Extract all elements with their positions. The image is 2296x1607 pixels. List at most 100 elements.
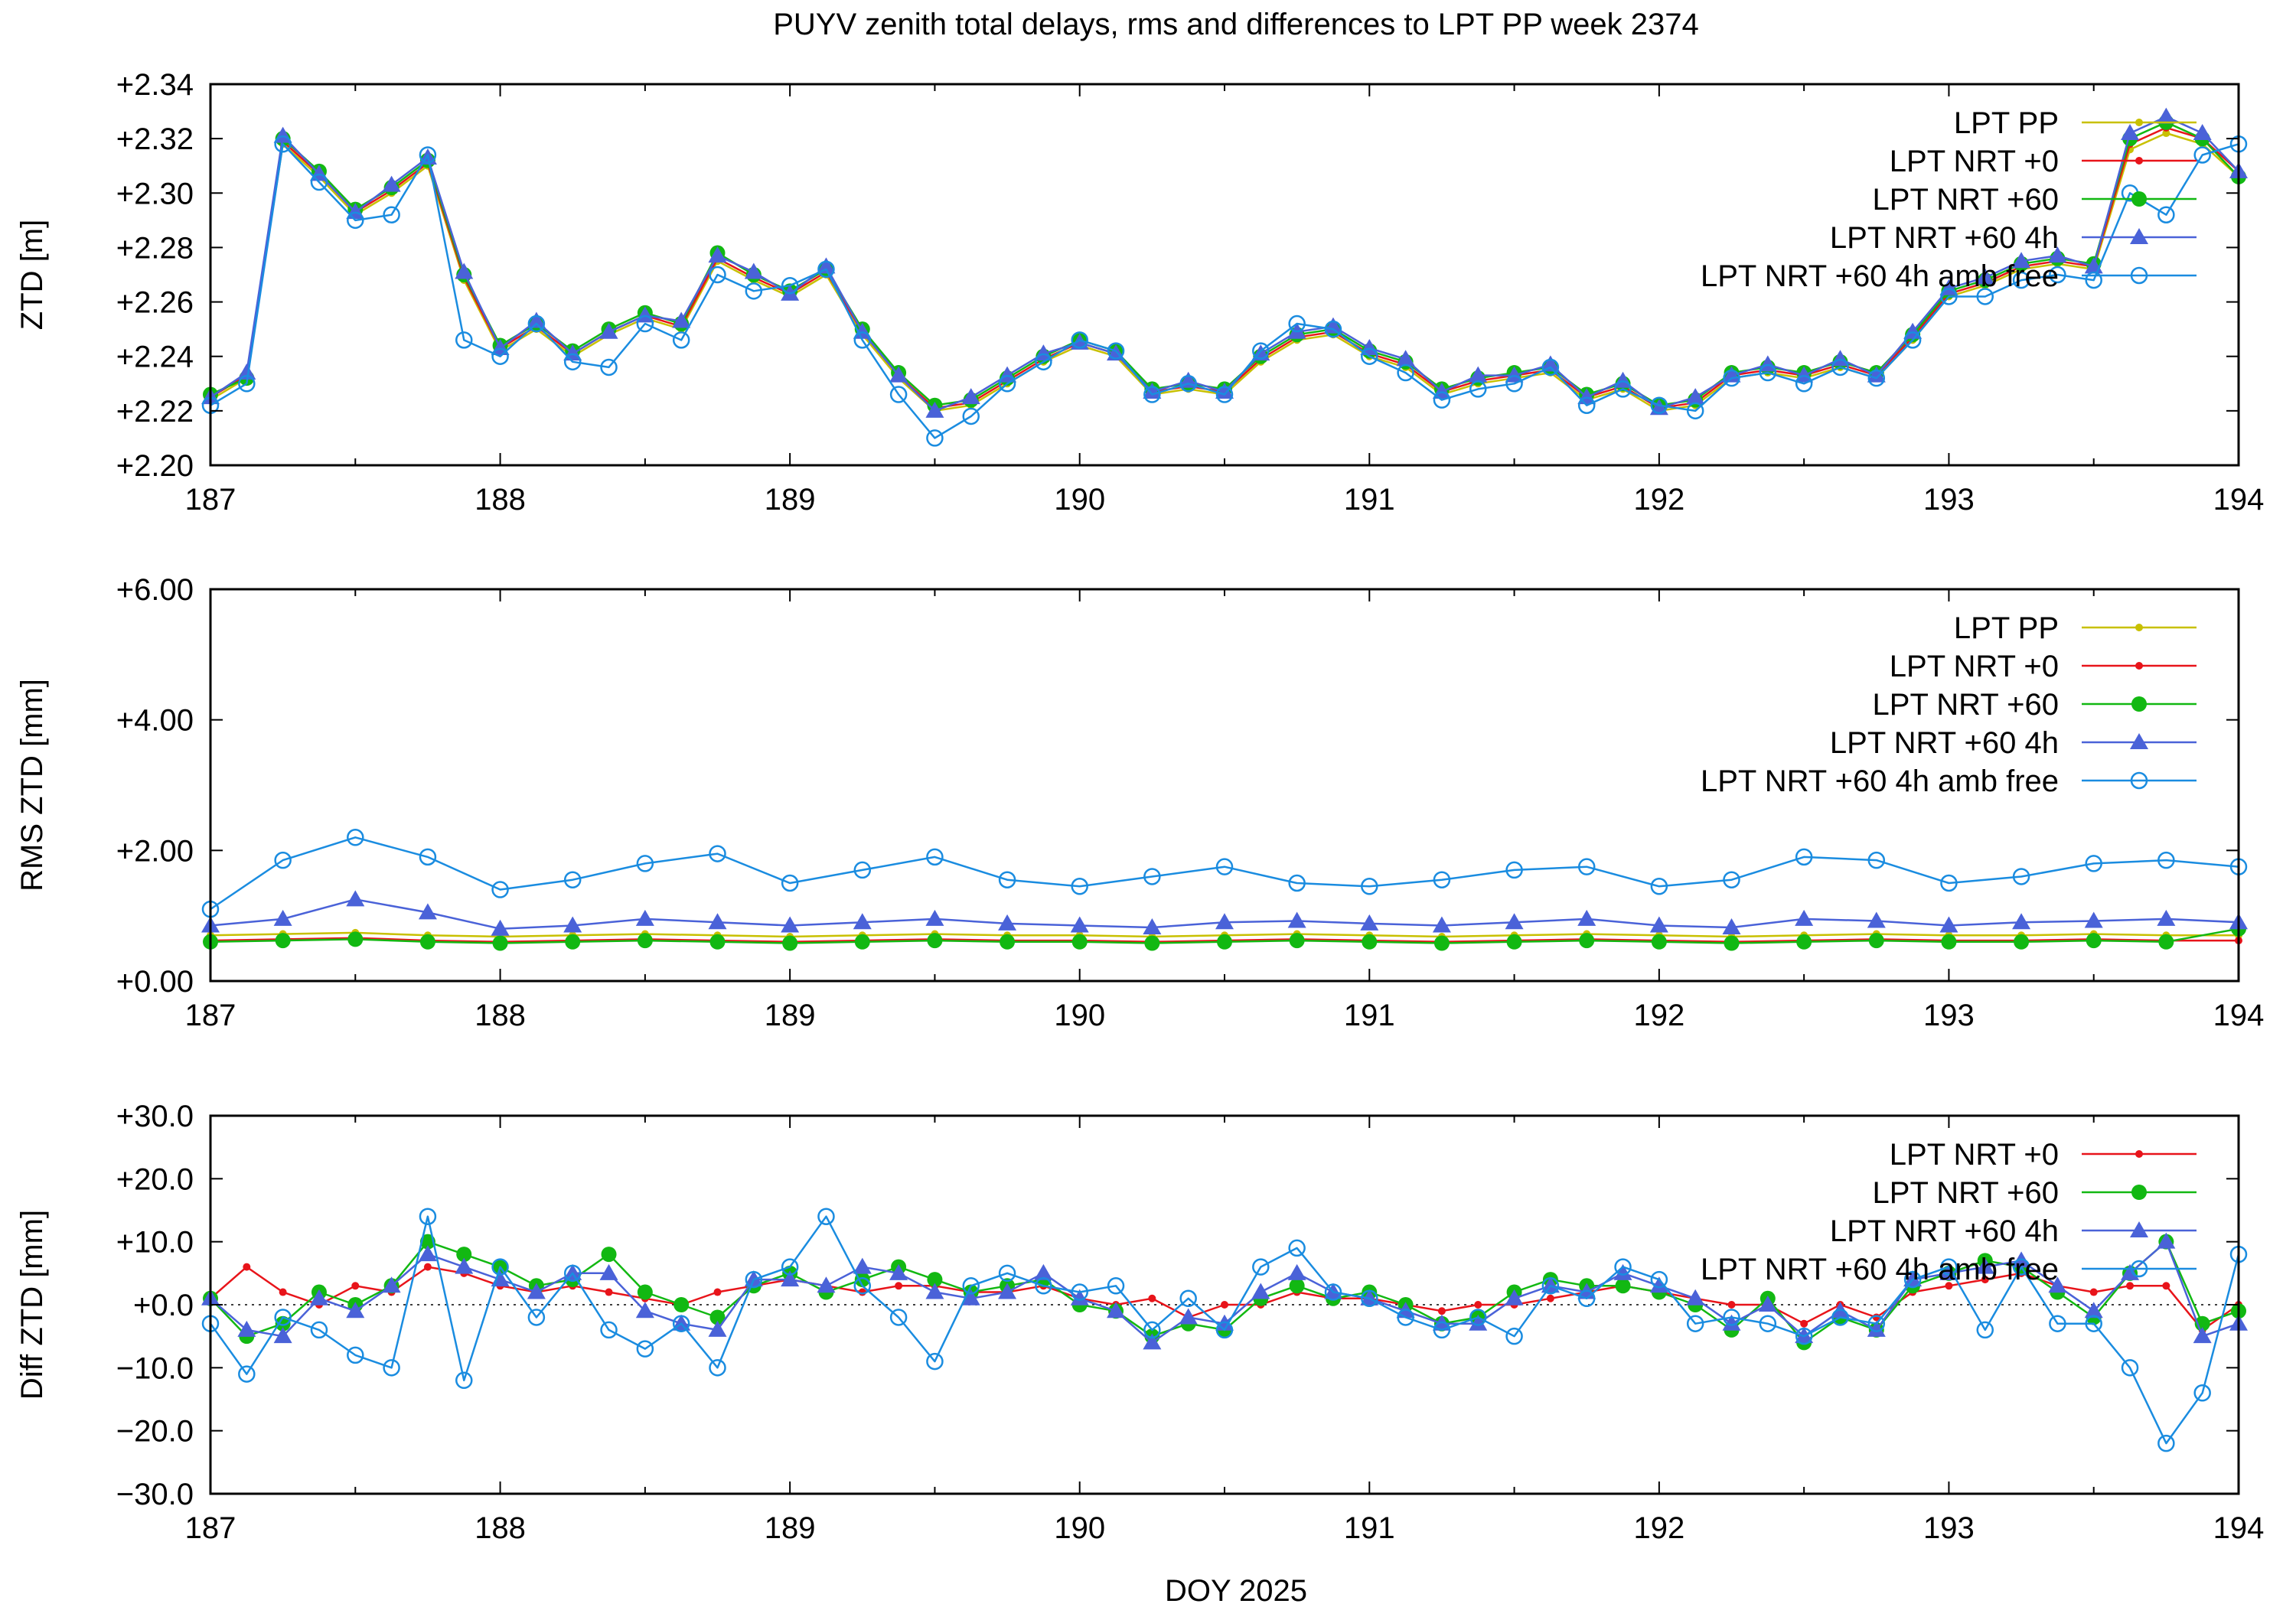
legend-label: LPT NRT +60 4h amb free xyxy=(1701,1253,2059,1286)
data-point-nrt60_4h xyxy=(1143,918,1162,935)
data-point-nrt60 xyxy=(2014,934,2030,950)
data-point-amb xyxy=(853,331,872,349)
data-point-amb xyxy=(1361,878,1378,895)
chart-title: PUYV zenith total delays, rms and differ… xyxy=(773,8,1699,41)
data-point-amb xyxy=(1288,1239,1306,1257)
x-tick-label: 193 xyxy=(1923,483,1975,517)
legend-label: LPT NRT +0 xyxy=(1890,145,2059,178)
data-point-nrt60_4h xyxy=(1975,268,1994,285)
y-tick-label: −30.0 xyxy=(116,1478,194,1511)
data-point-amb xyxy=(1252,1258,1270,1276)
data-point-nrt60_4h xyxy=(635,1302,654,1319)
data-point-amb xyxy=(2157,206,2175,223)
data-point-amb xyxy=(781,1258,799,1276)
data-point-nrt60_4h xyxy=(925,401,944,418)
data-point-nrt60_4h xyxy=(1360,914,1379,931)
data-point-amb xyxy=(1433,391,1451,409)
x-tick-label: 192 xyxy=(1633,1511,1684,1545)
data-point-amb xyxy=(1940,288,1958,305)
data-point-nrt60 xyxy=(1000,934,1016,950)
data-point-amb xyxy=(853,861,872,879)
data-point-nrt60_4h xyxy=(599,1263,618,1280)
legend-marker-nrt60 xyxy=(2131,696,2147,712)
data-point-amb xyxy=(1903,1270,1922,1289)
data-point-nrt0 xyxy=(351,1282,360,1290)
data-point-amb xyxy=(1759,363,1777,382)
data-point-amb xyxy=(600,1321,618,1339)
data-point-pp xyxy=(2162,129,2170,138)
x-tick-label: 191 xyxy=(1344,1511,1395,1545)
data-point-amb xyxy=(491,881,509,898)
data-point-nrt0 xyxy=(1945,1282,1953,1290)
data-point-nrt60_4h xyxy=(998,914,1017,931)
data-point-nrt60_4h xyxy=(527,311,546,328)
data-point-nrt60 xyxy=(637,933,653,949)
data-point-nrt60_4h xyxy=(237,363,256,380)
legend-label: LPT NRT +0 xyxy=(1890,650,2059,683)
data-point-nrt0 xyxy=(1800,1319,1808,1328)
x-axis-label: DOY 2025 xyxy=(1165,1574,1307,1607)
data-point-nrt60_4h xyxy=(1505,1289,1524,1305)
data-point-nrt60_4h xyxy=(1215,382,1234,399)
data-point-amb xyxy=(1795,375,1813,393)
data-point-amb xyxy=(817,1208,835,1225)
y-tick-label: +2.34 xyxy=(116,68,194,102)
data-point-amb xyxy=(1541,1277,1560,1295)
data-point-amb xyxy=(1505,1327,1523,1345)
data-point-amb xyxy=(274,851,292,869)
series-line-amb xyxy=(209,1215,2240,1445)
data-point-amb xyxy=(709,845,726,862)
data-point-nrt60_4h xyxy=(1070,1289,1089,1305)
data-point-amb xyxy=(1361,1289,1378,1308)
data-point-amb xyxy=(1469,1309,1487,1326)
data-point-nrt60_4h xyxy=(1867,1320,1886,1337)
data-point-nrt60 xyxy=(1144,935,1160,951)
data-point-nrt60_4h xyxy=(418,1245,437,1262)
series-line-amb xyxy=(210,836,2239,911)
data-point-amb xyxy=(2085,1315,2102,1332)
data-point-amb xyxy=(926,1352,944,1371)
x-tick-label: 189 xyxy=(765,999,816,1032)
data-point-nrt0 xyxy=(1546,1294,1554,1302)
x-tick-label: 187 xyxy=(185,483,236,517)
legend-label: LPT NRT +60 4h amb free xyxy=(1701,764,2059,798)
legend-marker-amb xyxy=(2130,771,2148,790)
data-point-nrt0 xyxy=(2089,1288,2098,1296)
y-tick-label: +2.32 xyxy=(116,122,194,156)
data-point-nrt60_4h xyxy=(1577,909,1596,926)
data-point-amb xyxy=(1650,878,1668,895)
data-point-amb xyxy=(1614,380,1632,398)
y-tick-label: +2.22 xyxy=(116,395,194,429)
data-point-nrt60_4h xyxy=(744,262,763,279)
data-point-nrt60_4h xyxy=(527,1283,546,1299)
data-point-nrt0 xyxy=(1221,1301,1228,1309)
data-point-amb xyxy=(563,353,582,371)
x-tick-label: 194 xyxy=(2213,483,2265,517)
data-point-nrt60_4h xyxy=(1396,350,1415,367)
data-point-amb xyxy=(1577,396,1596,414)
data-point-amb xyxy=(527,1309,546,1326)
y-tick-label: +4.00 xyxy=(116,704,194,738)
legend-label: LPT NRT +0 xyxy=(1890,1138,2059,1172)
data-point-amb xyxy=(962,407,980,425)
data-point-nrt0 xyxy=(895,1282,903,1290)
x-tick-label: 194 xyxy=(2213,999,2265,1032)
data-point-nrt60_4h xyxy=(1251,1283,1270,1299)
data-point-amb xyxy=(347,829,364,846)
y-tick-label: −20.0 xyxy=(116,1415,194,1449)
x-tick-label: 189 xyxy=(765,1511,816,1545)
data-point-amb xyxy=(310,1321,328,1339)
data-point-nrt0 xyxy=(1981,1276,1989,1284)
data-point-amb xyxy=(1903,331,1922,349)
data-point-amb xyxy=(1759,1315,1777,1332)
data-point-nrt60_4h xyxy=(2157,909,2176,926)
legend-label: LPT NRT +60 4h amb free xyxy=(1701,259,2059,293)
data-point-amb xyxy=(310,173,328,191)
data-point-amb xyxy=(672,1315,690,1332)
data-point-amb xyxy=(636,315,654,333)
data-point-amb xyxy=(274,135,292,153)
data-point-amb xyxy=(2049,1315,2066,1332)
legend-marker-nrt0 xyxy=(2135,157,2143,165)
data-point-amb xyxy=(1288,874,1306,892)
data-point-nrt60_4h xyxy=(2193,1327,2212,1344)
